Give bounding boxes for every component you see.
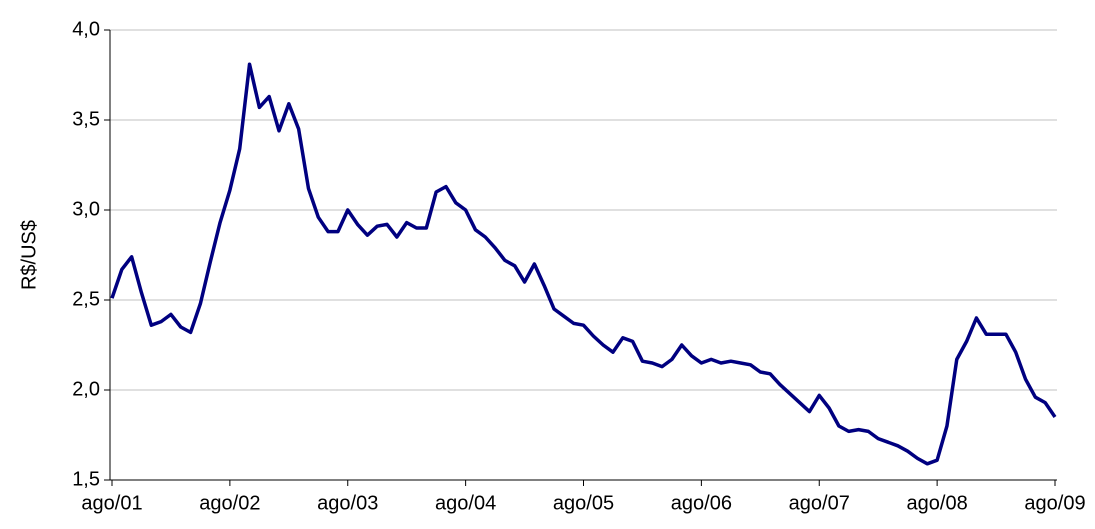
x-tick-label: ago/01: [81, 492, 142, 514]
x-tick-label: ago/04: [435, 492, 496, 514]
x-tick-label: ago/05: [553, 492, 614, 514]
x-tick-label: ago/09: [1024, 492, 1085, 514]
x-tick-label: ago/08: [907, 492, 968, 514]
x-tick-label: ago/07: [789, 492, 850, 514]
y-tick-label: 4,0: [72, 18, 100, 40]
y-tick-label: 3,5: [72, 108, 100, 130]
x-tick-label: ago/06: [671, 492, 732, 514]
x-tick-label: ago/03: [317, 492, 378, 514]
y-axis-label: R$/US$: [18, 220, 40, 290]
y-tick-label: 1,5: [72, 468, 100, 490]
y-tick-label: 2,0: [72, 378, 100, 400]
x-tick-label: ago/02: [199, 492, 260, 514]
data-line: [110, 62, 1057, 466]
y-tick-label: 3,0: [72, 198, 100, 220]
y-tick-label: 2,5: [72, 288, 100, 310]
